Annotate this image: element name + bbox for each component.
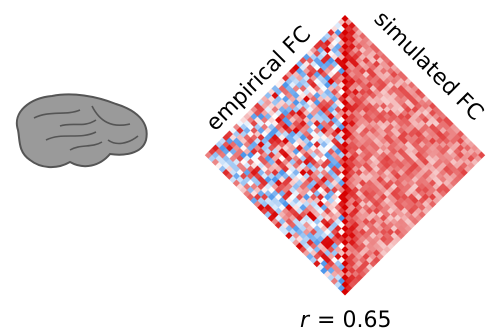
matrix-cell [341, 288, 349, 296]
statistic-text: = 0.65 [317, 308, 391, 333]
statistic-symbol: r [300, 308, 311, 333]
brain-icon [15, 93, 148, 168]
fc-matrix [204, 15, 486, 296]
statistic: r = 0.65 [300, 308, 391, 333]
